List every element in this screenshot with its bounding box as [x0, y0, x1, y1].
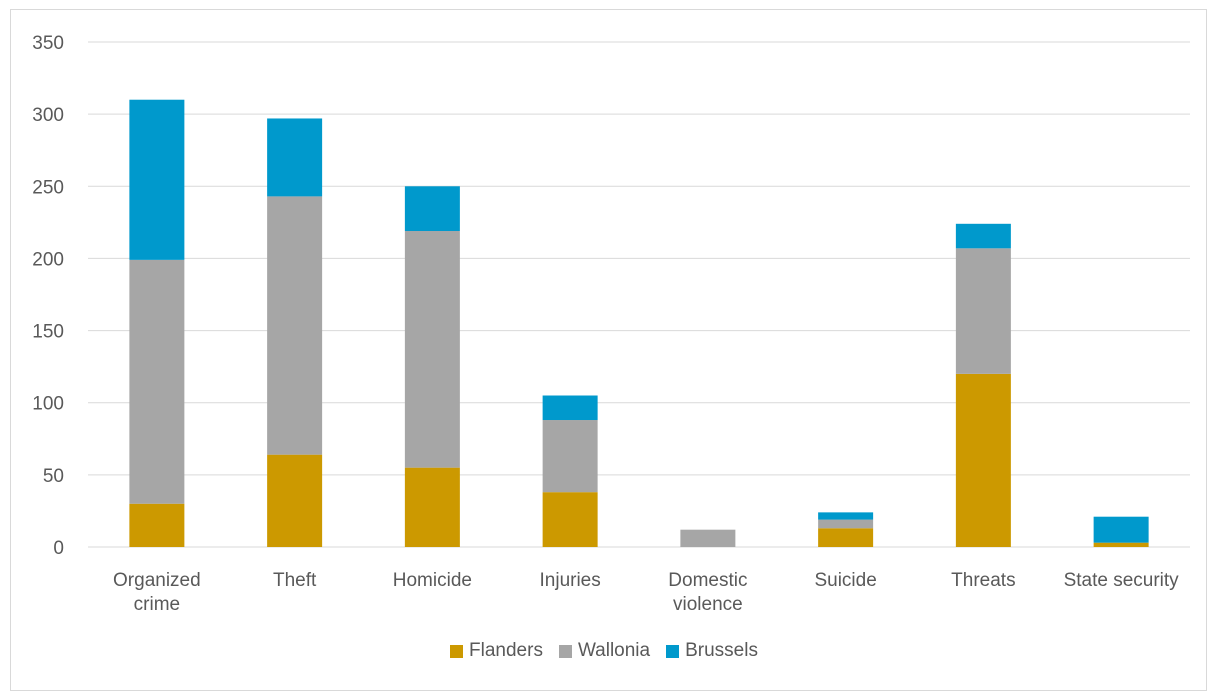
- bar-segment-wallonia: [680, 529, 736, 547]
- y-tick-label: 350: [32, 33, 64, 54]
- bar-segment-brussels: [1093, 516, 1149, 543]
- x-axis: Organized crime Theft Homicide Injuries Domes…: [113, 570, 1179, 615]
- y-axis: 0 50 100 150 200 250 300 350: [32, 33, 64, 559]
- y-tick-label: 0: [53, 538, 64, 559]
- x-tick-label: State security: [1064, 570, 1180, 591]
- bar-segment-wallonia: [818, 519, 874, 529]
- bars: [129, 99, 1149, 547]
- x-tick-label: Suicide: [814, 570, 876, 591]
- legend: Flanders Wallonia Brussels: [0, 640, 1208, 662]
- bar-segment-wallonia: [267, 196, 323, 455]
- bar-segment-flanders: [267, 454, 323, 547]
- bar-segment-flanders: [404, 467, 460, 547]
- legend-item-brussels: Brussels: [666, 640, 758, 662]
- legend-label-brussels: Brussels: [685, 640, 758, 661]
- x-tick-label: Organized crime: [113, 570, 201, 615]
- bar-segment-flanders: [818, 528, 874, 547]
- y-tick-label: 150: [32, 322, 64, 343]
- legend-item-flanders: Flanders: [450, 640, 543, 662]
- legend-swatch-wallonia: [558, 644, 572, 658]
- bar-segment-wallonia: [404, 231, 460, 468]
- legend-item-wallonia: Wallonia: [558, 640, 651, 662]
- x-tick-label: Theft: [273, 570, 317, 591]
- y-tick-label: 300: [32, 105, 64, 126]
- legend-swatch-brussels: [666, 644, 680, 658]
- bar-segment-flanders: [1093, 542, 1149, 547]
- bar-segment-flanders: [129, 503, 185, 547]
- bar-segment-brussels: [818, 512, 874, 520]
- bar-segment-wallonia: [955, 248, 1011, 374]
- bar-segment-brussels: [404, 186, 460, 232]
- legend-swatch-flanders: [450, 644, 464, 658]
- bar-segment-wallonia: [542, 420, 598, 493]
- y-tick-label: 100: [32, 394, 64, 415]
- x-tick-label: Domestic violence: [668, 570, 747, 615]
- y-tick-label: 50: [43, 466, 64, 487]
- x-tick-label: Threats: [951, 570, 1015, 591]
- x-tick-label: Homicide: [393, 570, 472, 591]
- bar-segment-brussels: [129, 99, 185, 260]
- bar-segment-brussels: [542, 395, 598, 421]
- x-tick-label: Injuries: [540, 570, 601, 591]
- bar-segment-flanders: [542, 492, 598, 547]
- bar-segment-wallonia: [129, 259, 185, 504]
- gridlines: [88, 41, 1190, 548]
- legend-label-flanders: Flanders: [469, 640, 543, 661]
- bar-segment-brussels: [267, 118, 323, 197]
- bar-segment-flanders: [955, 373, 1011, 547]
- legend-label-wallonia: Wallonia: [577, 640, 651, 661]
- y-tick-label: 250: [32, 177, 64, 198]
- bar-segment-brussels: [955, 223, 1011, 249]
- y-tick-label: 200: [32, 249, 64, 270]
